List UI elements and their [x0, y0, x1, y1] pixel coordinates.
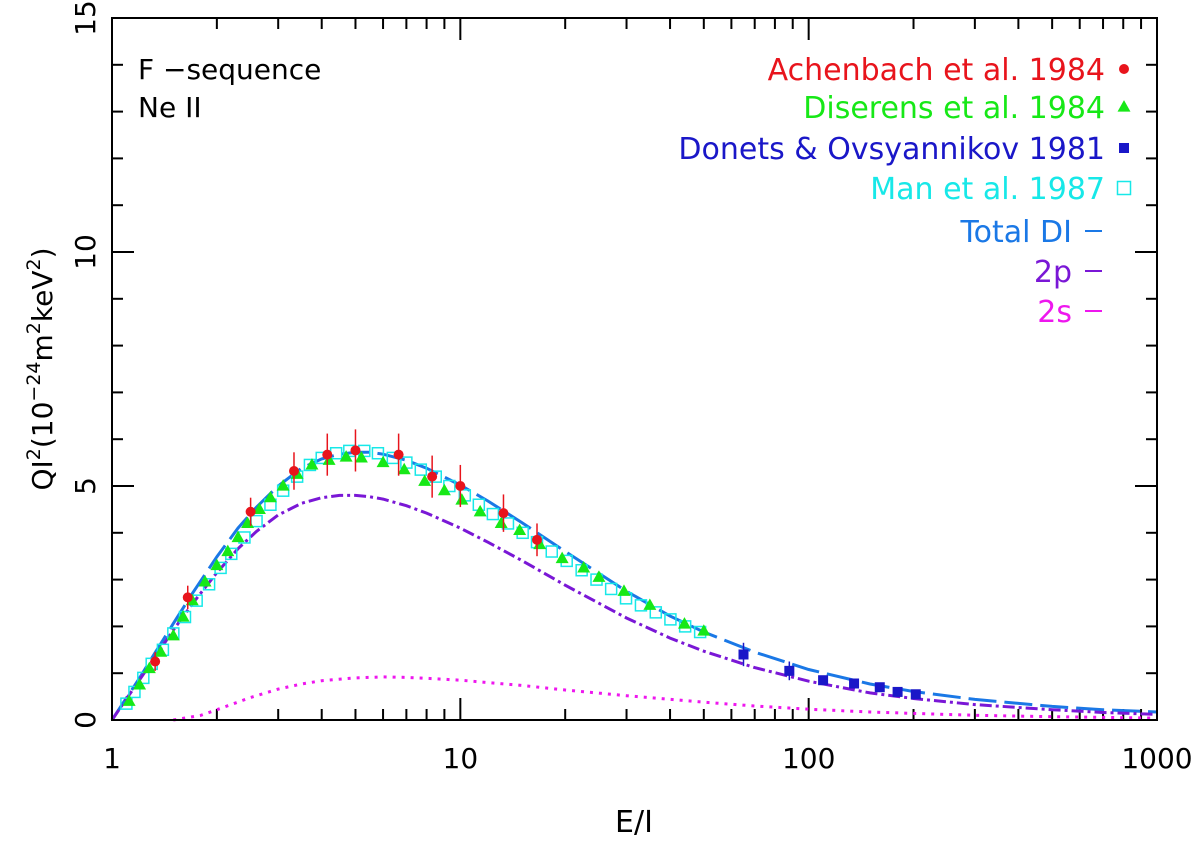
marker-diserens [154, 645, 168, 657]
marker-diserens [592, 570, 606, 582]
marker-diserens [677, 617, 691, 629]
marker-diserens [513, 523, 527, 536]
data-points [120, 429, 921, 710]
marker-donets [818, 675, 829, 686]
y-tick-label: 5 [69, 477, 102, 495]
marker-man [486, 507, 500, 521]
legend-label-achenbach: Achenbach et al. 1984 [768, 53, 1105, 88]
curve-total [110, 450, 1158, 721]
y-tick-label: 0 [69, 711, 102, 729]
marker-diserens [231, 530, 245, 543]
marker-diserens [276, 479, 290, 491]
marker-diserens [643, 598, 657, 610]
x-tick-label: 1000 [1121, 742, 1192, 775]
marker-man [371, 446, 385, 460]
marker-diserens [418, 474, 432, 486]
x-tick-labels: 1 10 100 1000 [103, 742, 1193, 775]
marker-diserens [210, 558, 224, 571]
marker-donets [784, 665, 795, 676]
marker-achenbach [245, 506, 256, 517]
legend-label-p2: 2p [1034, 255, 1072, 290]
marker-diserens [221, 544, 235, 557]
curve-p2 [110, 493, 1158, 721]
annotation-sequence: F −sequence [138, 53, 321, 86]
marker-achenbach [150, 656, 161, 667]
marker-diserens [122, 694, 136, 706]
marker-donets [738, 649, 749, 660]
legend-marker-diserens [1117, 100, 1131, 112]
marker-diserens [397, 462, 411, 475]
marker-diserens [166, 628, 180, 641]
legend-label-s2: 2s [1037, 295, 1072, 330]
legend-marker-man [1116, 180, 1132, 196]
marker-achenbach [393, 449, 404, 460]
marker-achenbach [427, 471, 438, 482]
marker-achenbach [532, 534, 543, 545]
plot-frame [111, 17, 1158, 721]
marker-diserens [697, 624, 711, 636]
x-axis-label: E/I [615, 805, 653, 840]
x-tick-label: 10 [443, 742, 479, 775]
marker-man [545, 545, 559, 558]
marker-achenbach [322, 449, 333, 460]
marker-diserens [376, 455, 390, 468]
annotation-ion: Ne II [138, 91, 202, 124]
legend-label-diserens: Diserens et al. 1984 [803, 91, 1105, 126]
marker-man [414, 463, 428, 476]
marker-man [128, 685, 141, 699]
marker-diserens [252, 502, 266, 514]
y-axis-label: QI2(10−24m2keV2) [23, 247, 59, 490]
marker-diserens [455, 493, 469, 505]
marker-diserens [176, 610, 190, 622]
legend-label-man: Man et al. 1987 [870, 172, 1105, 207]
marker-donets [910, 689, 921, 700]
marker-man [604, 582, 618, 596]
marker-donets [874, 682, 885, 693]
marker-diserens [305, 458, 319, 470]
marker-diserens [437, 483, 451, 496]
marker-diserens [617, 584, 631, 596]
y-tick-labels: 0 5 10 15 [69, 0, 102, 729]
axis-ticks [111, 17, 1157, 721]
legend-label-total: Total DI [959, 215, 1072, 250]
legend-marker-achenbach [1119, 64, 1129, 74]
marker-diserens [142, 661, 156, 674]
model-curves [110, 450, 1158, 722]
marker-donets [892, 686, 903, 697]
marker-diserens [577, 561, 591, 573]
marker-diserens [339, 450, 353, 462]
marker-diserens [198, 575, 212, 587]
marker-diserens [354, 451, 368, 463]
curve-s2 [173, 675, 1158, 722]
y-tick-label: 10 [69, 234, 102, 270]
marker-man [649, 606, 663, 619]
marker-achenbach [498, 508, 509, 519]
marker-man [250, 514, 263, 528]
legend-label-donets: Donets & Ovsyannikov 1981 [678, 132, 1105, 167]
marker-diserens [263, 490, 277, 503]
x-tick-label: 1 [103, 742, 121, 775]
marker-achenbach [182, 592, 193, 603]
x-tick-label: 100 [782, 742, 835, 775]
marker-donets [849, 678, 860, 689]
y-tick-label: 15 [69, 0, 102, 36]
marker-diserens [494, 516, 508, 529]
marker-achenbach [455, 481, 466, 491]
marker-man [664, 613, 677, 626]
legend-marker-donets [1119, 143, 1129, 153]
marker-diserens [133, 678, 147, 690]
marker-diserens [473, 504, 487, 517]
marker-achenbach [288, 466, 299, 477]
marker-achenbach [350, 445, 361, 456]
marker-diserens [555, 551, 569, 564]
